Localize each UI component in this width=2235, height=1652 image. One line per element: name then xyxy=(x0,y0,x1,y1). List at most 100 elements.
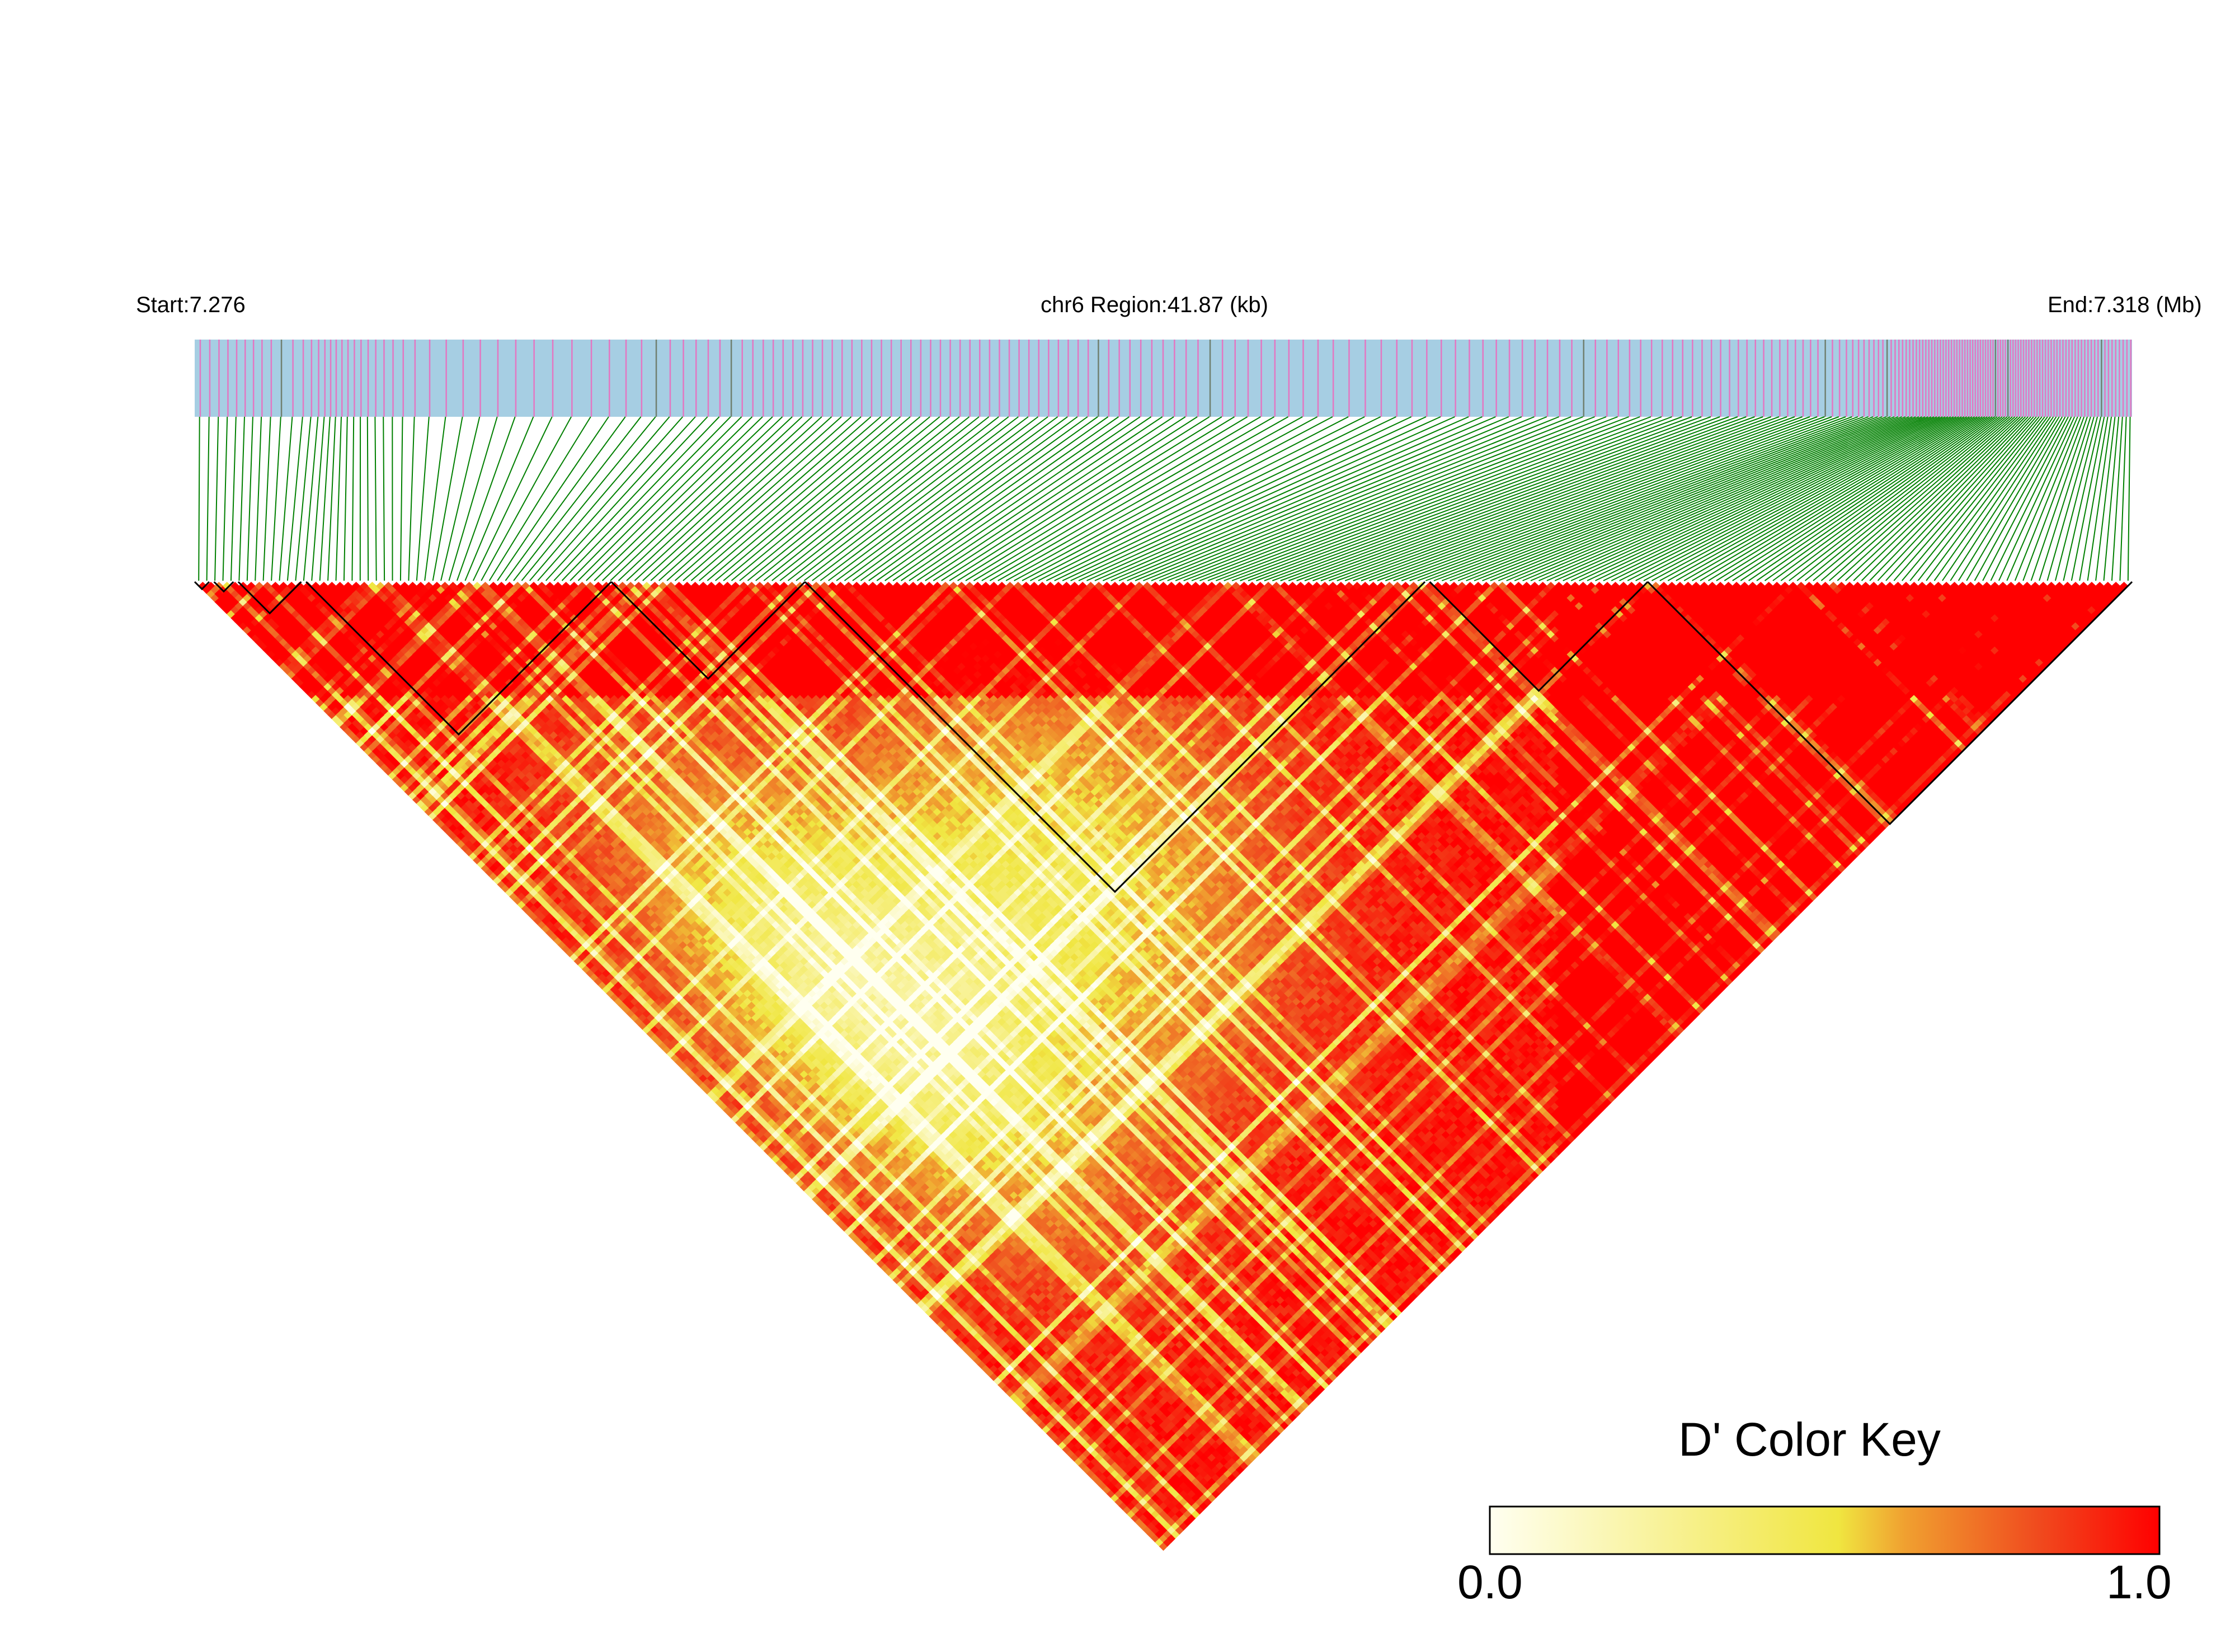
snp-mark xyxy=(2056,340,2058,417)
snp-mark xyxy=(1979,340,1982,417)
snp-connector xyxy=(1579,416,1935,581)
snp-mark xyxy=(1629,340,1631,417)
snp-mark xyxy=(719,340,721,417)
snp-connector xyxy=(779,416,990,581)
snp-mark xyxy=(881,340,882,417)
snp-connector xyxy=(626,416,803,581)
snp-connector xyxy=(1280,416,1729,581)
snp-mark xyxy=(1018,340,1020,417)
snp-mark xyxy=(1650,340,1653,417)
snp-connector xyxy=(1207,416,1640,581)
snp-mark xyxy=(2048,340,2049,417)
snp-mark xyxy=(1332,340,1334,417)
snp-connector xyxy=(1627,416,1951,581)
snp-mark xyxy=(1945,340,1947,417)
snp-mark xyxy=(841,340,843,417)
snp-mark xyxy=(1771,340,1773,417)
snp-mark xyxy=(2062,340,2064,417)
snp-mark xyxy=(641,340,643,417)
snp-mark xyxy=(1260,340,1262,417)
snp-mark xyxy=(999,340,1000,417)
snp-mark xyxy=(1057,340,1060,417)
snp-connector xyxy=(812,416,1029,581)
snp-connector xyxy=(1933,416,2051,581)
snp-mark xyxy=(1617,340,1619,417)
snp-mark xyxy=(669,340,671,417)
snp-mark xyxy=(2002,340,2004,417)
snp-connector xyxy=(1248,416,1692,581)
snp-connector xyxy=(1546,416,1923,581)
snp-connector xyxy=(1756,416,1993,581)
snp-connector xyxy=(683,416,872,581)
snp-mark xyxy=(1810,340,1811,417)
snp-mark xyxy=(2111,340,2113,417)
snp-connector xyxy=(1813,416,2011,581)
snp-connector xyxy=(1740,416,1988,581)
snp-mark xyxy=(354,340,355,417)
snp-mark xyxy=(1999,340,2001,417)
snp-mark xyxy=(1129,340,1131,417)
snp-connector xyxy=(311,416,325,581)
snp-mark xyxy=(939,340,942,417)
snp-mark xyxy=(292,340,294,417)
snp-connector xyxy=(2087,416,2112,581)
snp-connector xyxy=(1877,416,2031,581)
snp-connector xyxy=(1111,416,1496,581)
snp-mark xyxy=(1795,340,1796,417)
snp-connector xyxy=(1909,416,2043,581)
snp-mark xyxy=(1931,340,1933,417)
snp-mark xyxy=(1909,340,1911,417)
snp-mark xyxy=(1197,340,1199,417)
snp-mark xyxy=(1469,340,1470,417)
snp-connector xyxy=(731,416,930,581)
snp-mark xyxy=(707,340,709,417)
snp-connector xyxy=(836,416,1058,581)
snp-connector xyxy=(1361,416,1810,581)
snp-mark xyxy=(515,340,517,417)
snp-mark xyxy=(1162,340,1164,417)
snp-connector xyxy=(1667,416,1965,581)
snp-mark xyxy=(2017,340,2019,417)
snp-mark xyxy=(930,340,931,417)
snp-mark xyxy=(695,340,697,417)
snp-mark xyxy=(1108,340,1110,417)
snp-connector xyxy=(916,416,1163,581)
snp-mark xyxy=(2022,340,2025,417)
snp-connector xyxy=(1861,416,2026,581)
snp-mark xyxy=(1857,340,1860,417)
snp-mark xyxy=(2130,340,2132,417)
snp-connector xyxy=(561,416,720,581)
snp-mark xyxy=(2087,340,2089,417)
snp-mark xyxy=(1934,340,1936,417)
snp-connector xyxy=(973,416,1248,581)
snp-connector xyxy=(1401,416,1846,581)
snp-connector xyxy=(1845,416,2021,581)
snp-connector xyxy=(2054,416,2098,581)
snp-mark xyxy=(1922,340,1924,417)
snp-connector xyxy=(618,416,793,581)
snp-mark xyxy=(2044,340,2046,417)
snp-mark xyxy=(1940,340,1941,417)
snp-connector xyxy=(1328,416,1780,581)
snp-connector xyxy=(1506,416,1906,581)
snp-mark xyxy=(1937,340,1938,417)
snp-connector xyxy=(1441,416,1874,581)
snp-mark xyxy=(1546,340,1549,417)
snp-connector xyxy=(642,416,822,581)
snp-connector xyxy=(1070,416,1427,581)
snp-connector xyxy=(909,416,1152,581)
snp-connector xyxy=(1029,416,1349,581)
snp-connector xyxy=(981,416,1261,581)
snp-mark xyxy=(772,340,774,417)
snp-connector xyxy=(1231,416,1672,581)
snp-connector xyxy=(1086,416,1455,581)
snp-mark xyxy=(1426,340,1428,417)
snp-mark xyxy=(270,340,272,417)
snp-connector xyxy=(1191,416,1618,581)
snp-connector xyxy=(222,416,228,581)
snp-mark xyxy=(2097,340,2099,417)
snp-connector xyxy=(747,416,950,581)
snp-connector xyxy=(884,416,1119,581)
snp-mark xyxy=(1974,340,1977,417)
snp-connector xyxy=(2039,416,2091,581)
